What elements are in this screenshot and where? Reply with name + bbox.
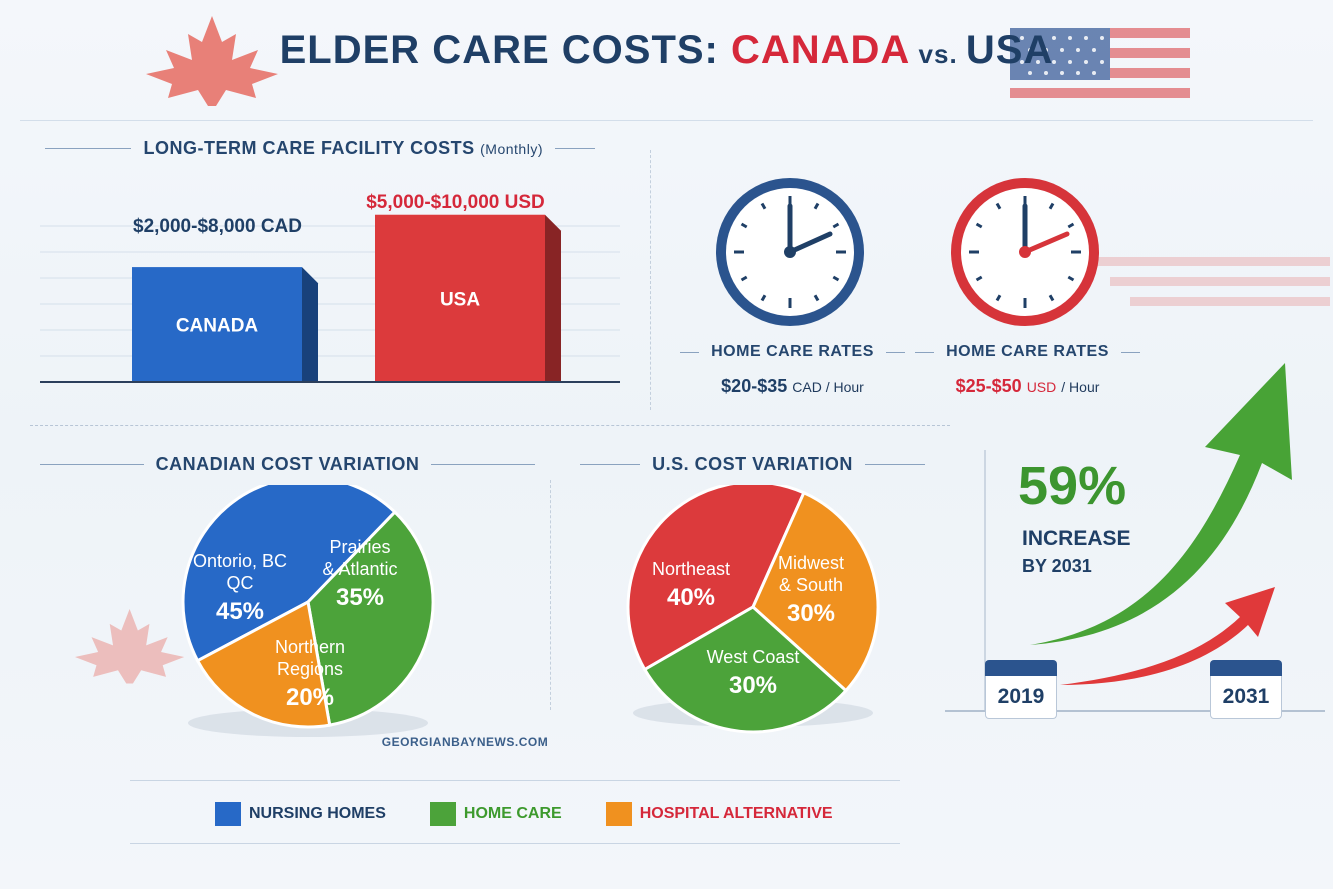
clock-tick (740, 275, 748, 282)
pie-slice (181, 485, 397, 663)
legend-label: NURSING HOMES (249, 805, 386, 822)
bar-canada (132, 267, 302, 382)
flag-stripes-decoration (1090, 257, 1330, 306)
ltc-heading: LONG-TERM CARE FACILITY COSTS (Monthly) (45, 138, 595, 159)
calendar-year-end: 2031 (1210, 676, 1282, 719)
clock-tick (975, 222, 983, 229)
bar-value-label-usa: $5,000-$10,000 USD (366, 192, 545, 213)
pie-slice-label: Northern (275, 637, 345, 657)
section-divider (30, 425, 950, 426)
pie-slice (751, 490, 880, 693)
growth-percentage: 59% (1018, 456, 1127, 516)
page-title: ELDER CARE COSTS: CANADA vs. USA (279, 28, 1054, 72)
pie-slice-value: 45% (216, 598, 264, 625)
clock-tick (1048, 294, 1055, 302)
clock-tick (1067, 222, 1075, 229)
clock-tick (995, 294, 1002, 302)
legend-item: HOME CARE (429, 802, 562, 826)
pie-slice (195, 599, 332, 729)
pie-slice-label: & Atlantic (322, 559, 397, 579)
pie-slice-label: Ontorio, BC (193, 551, 287, 571)
calendar-icon: 2019 (985, 660, 1057, 720)
pie-slice (642, 605, 849, 734)
pie-slice-value: 30% (729, 672, 777, 699)
bar-usa (375, 214, 545, 382)
pie-slice (306, 509, 435, 727)
clock-icon (951, 178, 1099, 326)
section-divider (650, 150, 651, 410)
title-divider (20, 120, 1313, 121)
calendar-year-start: 2019 (985, 676, 1057, 719)
pie-slice-label: Regions (277, 659, 343, 679)
growth-text-line2: BY 2031 (1022, 556, 1092, 576)
ltc-bar-chart: CANADA USA (40, 214, 620, 383)
legend-label: HOSPITAL ALTERNATIVE (639, 805, 833, 822)
pie-slice-label: QC (227, 573, 254, 593)
legend-swatch (215, 802, 241, 826)
legend-divider (130, 780, 900, 781)
calendar-icon: 2031 (1210, 660, 1282, 720)
maple-leaf-icon (74, 609, 185, 684)
clock-tick (760, 202, 767, 210)
bar-category-label: USA (440, 289, 480, 310)
pie-slice-label: Northeast (652, 559, 730, 579)
pie-slice-label: West Coast (707, 647, 800, 667)
bar-category-label: CANADA (176, 316, 259, 337)
legend-swatch (429, 802, 456, 826)
legend-item: HOSPITAL ALTERNATIVE (605, 802, 833, 826)
legend-divider (130, 843, 900, 844)
home-care-rate-canada: $20-$35 CAD / Hour (721, 376, 864, 396)
clock-icon (716, 178, 864, 326)
legend-label: HOME CARE (463, 805, 562, 822)
growth-text-line1: INCREASE (1022, 527, 1131, 550)
clock-tick (813, 202, 820, 210)
maple-leaf-icon (146, 16, 278, 106)
us-pie-chart: Northeast 40% Midwest& South 30% West Coast 3… (626, 485, 880, 734)
legend-item: NURSING HOMES (215, 802, 386, 826)
clock-tick (1048, 202, 1055, 210)
clock-tick (832, 222, 840, 229)
us-variation-heading: U.S. COST VARIATION (580, 454, 925, 475)
pie-slice-value: 35% (336, 584, 384, 611)
clock-tick (760, 294, 767, 302)
home-care-rate-usa: $25-$50 USD / Hour (955, 376, 1100, 396)
clock-tick (975, 275, 983, 282)
clock-tick (1067, 275, 1075, 282)
us-flag-icon (1010, 28, 1190, 98)
pie-slice (626, 485, 806, 672)
home-care-heading-usa: HOME CARE RATES (915, 343, 1141, 361)
clock-tick (995, 202, 1002, 210)
clock-tick (832, 275, 840, 282)
bar-side (545, 214, 561, 382)
pie-slice-value: 20% (286, 684, 334, 711)
pie-slice-label: Prairies (329, 537, 390, 557)
pie-slice-value: 30% (787, 600, 835, 627)
legend-swatch (605, 802, 632, 826)
pie-slice-value: 40% (667, 584, 715, 611)
section-divider (550, 480, 551, 710)
clock-tick (813, 294, 820, 302)
pie-slice-label: Midwest (778, 553, 844, 573)
bar-side (302, 267, 318, 382)
bar-value-label-canada: $2,000-$8,000 CAD (133, 216, 302, 237)
source-credit: GEORGIANBAYNEWS.COM (381, 735, 549, 749)
pie-slice-label: & South (779, 575, 843, 595)
clock-tick (740, 222, 748, 229)
home-care-heading-canada: HOME CARE RATES (680, 343, 906, 361)
canadian-variation-heading: CANADIAN COST VARIATION (40, 454, 536, 475)
legend: NURSING HOMES HOME CARE HOSPITAL ALTERNATI… (215, 802, 833, 826)
